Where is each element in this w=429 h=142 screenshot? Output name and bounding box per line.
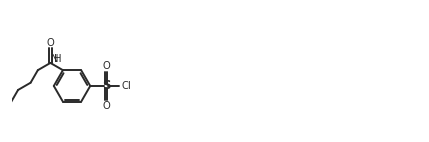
Text: H: H [54,54,61,64]
Text: N: N [51,54,58,64]
Text: O: O [102,61,110,71]
Text: O: O [46,37,54,48]
Text: O: O [102,101,110,111]
Text: S: S [102,79,110,92]
Text: Cl: Cl [122,81,132,91]
